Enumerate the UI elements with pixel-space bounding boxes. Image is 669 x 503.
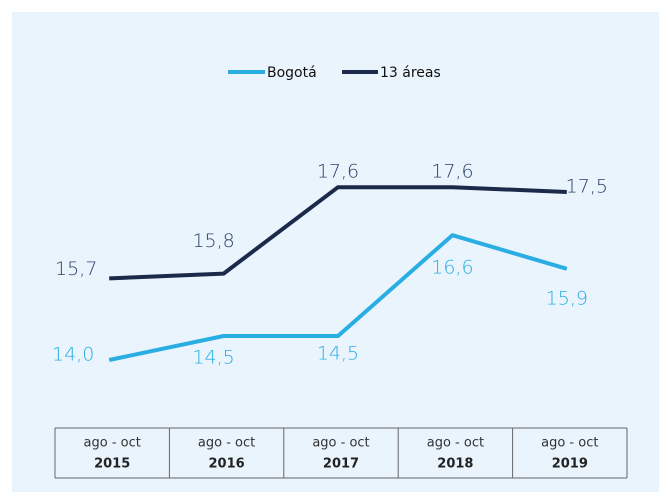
x-tick-label: 2018 [437, 457, 473, 472]
x-tick-label: 2015 [94, 457, 130, 472]
x-tick-label: 2017 [323, 457, 359, 472]
data-label: 14,0 [52, 344, 94, 366]
data-label: 15,8 [192, 230, 234, 252]
data-label: 17,6 [317, 161, 359, 183]
data-label: 14,5 [192, 347, 234, 369]
series-line [108, 233, 568, 362]
x-tick-label: ago - oct [198, 436, 255, 451]
data-label: 15,9 [546, 287, 588, 309]
category-table [55, 427, 627, 479]
x-tick-label: 2016 [209, 457, 245, 472]
data-label: 16,6 [431, 257, 473, 279]
data-label: 17,5 [566, 176, 608, 198]
data-label: 14,5 [317, 343, 359, 365]
x-tick-label: ago - oct [312, 436, 369, 451]
x-tick-label: ago - oct [84, 436, 141, 451]
legend-label: 13 áreas [380, 65, 441, 81]
x-tick-label: ago - oct [427, 436, 484, 451]
legend-label: Bogotá [267, 65, 317, 81]
chart-background [12, 12, 659, 492]
series-line [109, 185, 567, 281]
x-tick-label: ago - oct [541, 436, 598, 451]
data-label: 15,7 [55, 258, 97, 280]
x-tick-label: 2019 [552, 457, 588, 472]
data-label: 17,6 [431, 161, 473, 183]
